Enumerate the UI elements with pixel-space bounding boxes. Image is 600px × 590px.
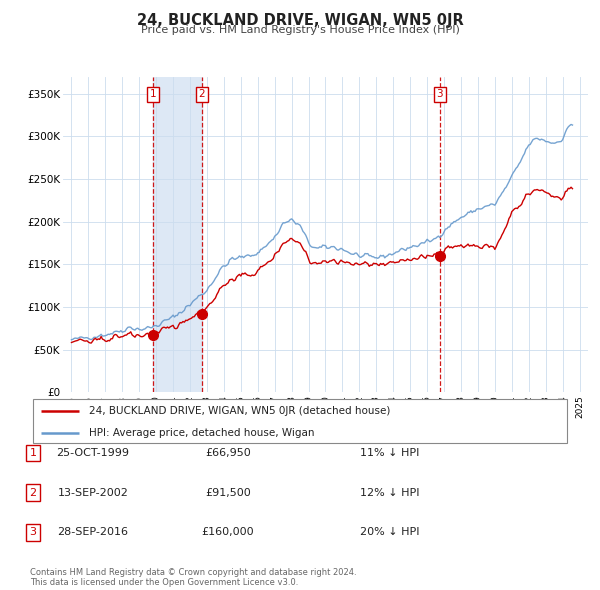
- Text: £160,000: £160,000: [202, 527, 254, 537]
- Text: 1: 1: [29, 448, 37, 458]
- Text: 11% ↓ HPI: 11% ↓ HPI: [360, 448, 419, 458]
- Text: 2: 2: [29, 488, 37, 497]
- Text: 1: 1: [149, 89, 156, 99]
- Text: HPI: Average price, detached house, Wigan: HPI: Average price, detached house, Wiga…: [89, 428, 315, 438]
- Text: £91,500: £91,500: [205, 488, 251, 497]
- Text: 13-SEP-2002: 13-SEP-2002: [58, 488, 128, 497]
- FancyBboxPatch shape: [33, 399, 568, 443]
- Text: 28-SEP-2016: 28-SEP-2016: [58, 527, 128, 537]
- Text: Contains HM Land Registry data © Crown copyright and database right 2024.
This d: Contains HM Land Registry data © Crown c…: [30, 568, 356, 587]
- Text: 20% ↓ HPI: 20% ↓ HPI: [360, 527, 419, 537]
- Text: 3: 3: [436, 89, 443, 99]
- Text: Price paid vs. HM Land Registry's House Price Index (HPI): Price paid vs. HM Land Registry's House …: [140, 25, 460, 35]
- Text: 24, BUCKLAND DRIVE, WIGAN, WN5 0JR (detached house): 24, BUCKLAND DRIVE, WIGAN, WN5 0JR (deta…: [89, 405, 391, 415]
- Text: £66,950: £66,950: [205, 448, 251, 458]
- Text: 12% ↓ HPI: 12% ↓ HPI: [360, 488, 419, 497]
- Text: 25-OCT-1999: 25-OCT-1999: [56, 448, 130, 458]
- Bar: [153, 77, 202, 392]
- Text: 24, BUCKLAND DRIVE, WIGAN, WN5 0JR: 24, BUCKLAND DRIVE, WIGAN, WN5 0JR: [137, 13, 463, 28]
- Text: 3: 3: [29, 527, 37, 537]
- Text: 2: 2: [199, 89, 205, 99]
